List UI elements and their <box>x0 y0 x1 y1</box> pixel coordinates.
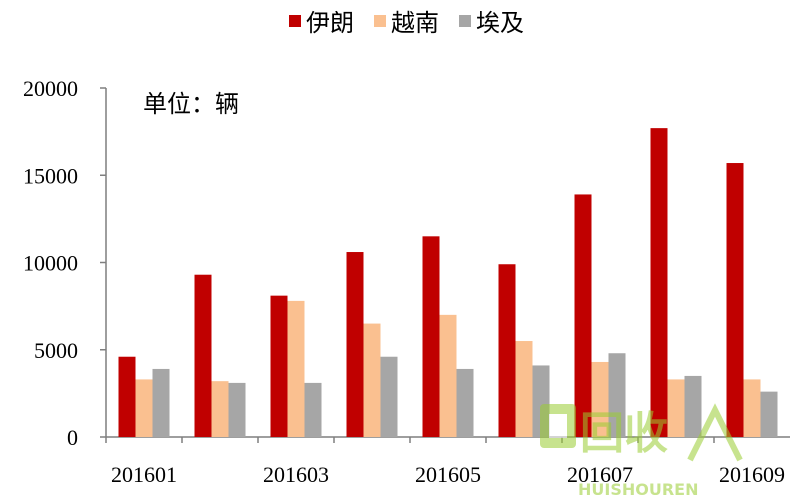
bars <box>118 128 778 437</box>
bar <box>135 379 153 437</box>
bar <box>650 128 668 437</box>
y-tick-label: 0 <box>67 425 78 450</box>
bar <box>498 264 516 437</box>
bar <box>270 295 288 437</box>
x-tick-label: 201609 <box>719 462 785 487</box>
legend-label: 伊朗 <box>306 9 354 37</box>
unit-label: 单位：辆 <box>143 90 239 118</box>
x-tick-label: 201607 <box>567 462 633 487</box>
watermark-text: 回收 <box>580 408 668 459</box>
x-tick-label: 201601 <box>111 462 177 487</box>
bar <box>684 375 702 437</box>
y-tick-label: 5000 <box>34 338 78 363</box>
bar <box>228 382 246 437</box>
recycle-logo-icon <box>540 403 743 462</box>
bar <box>118 356 136 437</box>
y-tick-labels: 0 5000 10000 15000 20000 <box>23 76 78 450</box>
bar <box>515 341 533 437</box>
bar <box>287 300 305 437</box>
bar <box>380 356 398 437</box>
legend-swatch <box>289 15 301 27</box>
watermark-subtext: HUISHOUREN <box>578 480 698 499</box>
legend-label: 埃及 <box>476 9 524 37</box>
legend-swatch <box>374 15 386 27</box>
bar <box>456 368 474 437</box>
bar <box>591 361 609 437</box>
x-tick-label: 201605 <box>415 462 481 487</box>
bar <box>726 163 744 437</box>
bar <box>346 252 364 437</box>
watermark: 回收 HUISHOUREN <box>540 403 743 499</box>
y-tick-label: 15000 <box>23 163 78 188</box>
bar <box>760 391 778 437</box>
bar <box>439 314 457 437</box>
bar <box>211 381 229 437</box>
bar <box>608 353 626 437</box>
bar <box>422 236 440 437</box>
x-tick-labels: 201601 201603 201605 201607 201609 <box>111 462 785 487</box>
bar <box>667 379 685 437</box>
x-tick-label: 201603 <box>263 462 329 487</box>
legend: 伊朗 越南 埃及 <box>289 9 524 37</box>
y-tick-label: 20000 <box>23 76 78 101</box>
bar <box>743 379 761 437</box>
bar <box>363 323 381 437</box>
legend-label: 越南 <box>391 9 439 37</box>
bar <box>574 194 592 437</box>
bar <box>304 382 322 437</box>
legend-swatch <box>459 15 471 27</box>
y-tick-label: 10000 <box>23 251 78 276</box>
bar <box>152 368 170 437</box>
bar <box>194 274 212 437</box>
